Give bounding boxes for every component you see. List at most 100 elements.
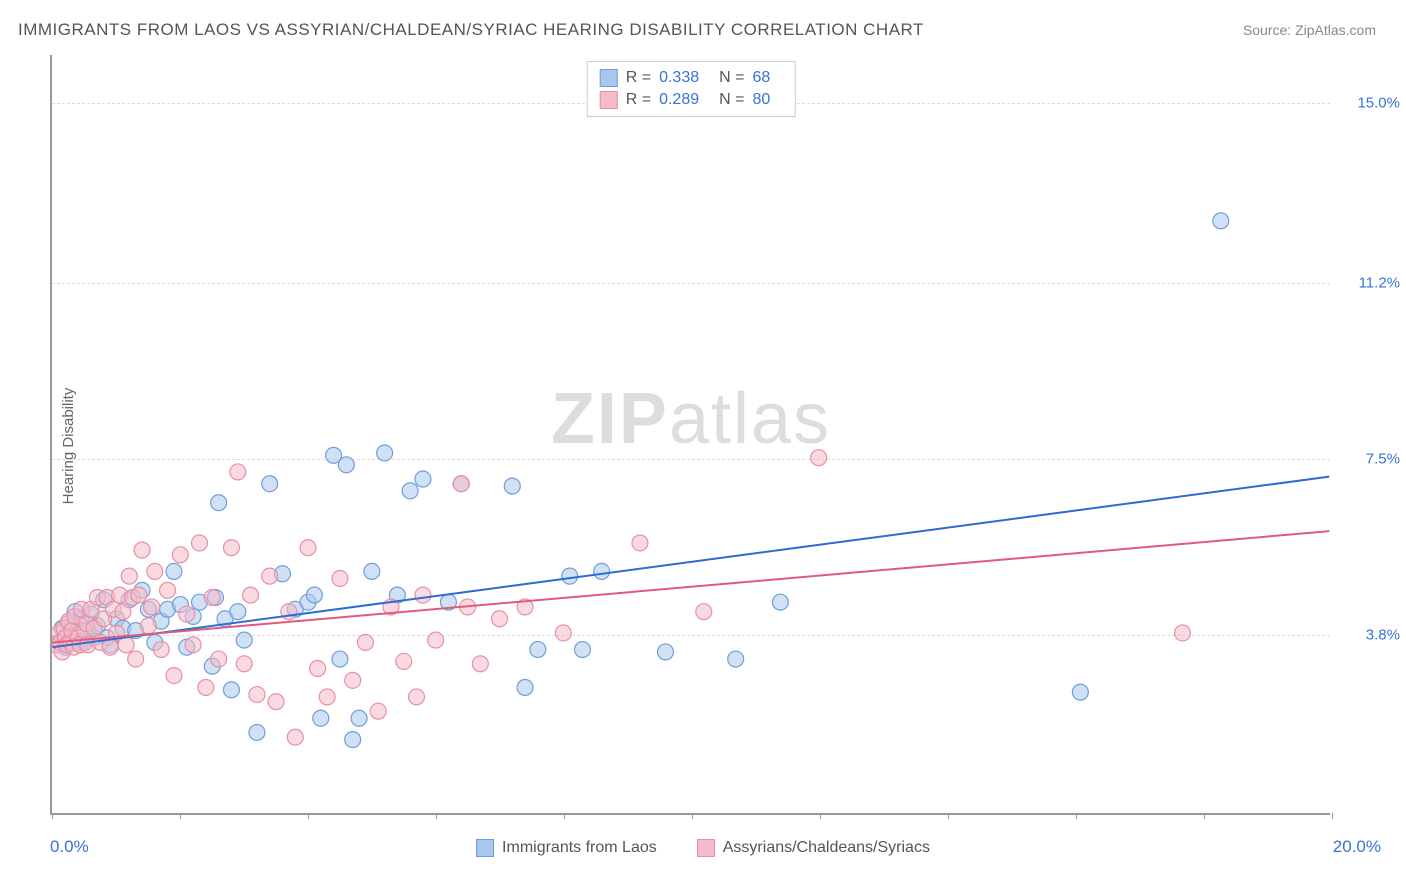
scatter-point: [364, 563, 380, 579]
scatter-point: [300, 540, 316, 556]
scatter-point: [594, 563, 610, 579]
legend-swatch-1: [476, 839, 494, 857]
x-tick: [1076, 813, 1077, 819]
stats-n-label-2: N =: [719, 91, 744, 109]
x-tick: [52, 813, 53, 819]
scatter-point: [517, 679, 533, 695]
plot-area: ZIPatlas R = 0.338 N = 68 R = 0.289 N = …: [50, 55, 1330, 815]
scatter-point: [370, 703, 386, 719]
scatter-point: [249, 687, 265, 703]
scatter-point: [153, 642, 169, 658]
scatter-point: [332, 651, 348, 667]
scatter-point: [345, 672, 361, 688]
source-attribution: Source: ZipAtlas.com: [1243, 22, 1376, 38]
scatter-point: [192, 535, 208, 551]
scatter-point: [262, 476, 278, 492]
scatter-point: [504, 478, 520, 494]
scatter-point: [396, 653, 412, 669]
scatter-point: [172, 547, 188, 563]
y-tick-label: 3.8%: [1366, 626, 1400, 643]
scatter-point: [575, 642, 591, 658]
scatter-point: [310, 661, 326, 677]
x-tick: [948, 813, 949, 819]
scatter-point: [428, 632, 444, 648]
stats-r-value-1: 0.338: [659, 69, 699, 87]
scatter-point: [1072, 684, 1088, 700]
scatter-point: [236, 632, 252, 648]
scatter-point: [223, 540, 239, 556]
scatter-point: [131, 587, 147, 603]
scatter-point: [147, 563, 163, 579]
scatter-point: [223, 682, 239, 698]
scatter-point: [211, 495, 227, 511]
scatter-point: [313, 710, 329, 726]
scatter-point: [287, 729, 303, 745]
scatter-point: [198, 679, 214, 695]
stats-row-series-2: R = 0.289 N = 80: [600, 89, 783, 111]
scatter-point: [472, 656, 488, 672]
legend-item-series-2: Assyrians/Chaldeans/Syriacs: [697, 839, 930, 857]
scatter-point: [230, 464, 246, 480]
scatter-point: [166, 563, 182, 579]
x-axis-min-label: 0.0%: [50, 837, 89, 857]
scatter-point: [211, 651, 227, 667]
scatter-point: [185, 637, 201, 653]
scatter-point: [492, 611, 508, 627]
scatter-point: [1213, 213, 1229, 229]
scatter-point: [319, 689, 335, 705]
swatch-series-2: [600, 91, 618, 109]
legend-label-2: Assyrians/Chaldeans/Syriacs: [723, 839, 930, 857]
scatter-point: [115, 604, 131, 620]
chart-title: IMMIGRANTS FROM LAOS VS ASSYRIAN/CHALDEA…: [18, 20, 924, 40]
stats-n-label-1: N =: [719, 69, 744, 87]
scatter-point: [453, 476, 469, 492]
scatter-point: [268, 694, 284, 710]
scatter-point: [377, 445, 393, 461]
scatter-point: [530, 642, 546, 658]
scatter-point: [632, 535, 648, 551]
y-tick-label: 11.2%: [1359, 275, 1400, 292]
scatter-point: [332, 571, 348, 587]
scatter-point: [140, 618, 156, 634]
stats-box: R = 0.338 N = 68 R = 0.289 N = 80: [587, 61, 796, 117]
scatter-point: [102, 639, 118, 655]
x-tick: [308, 813, 309, 819]
scatter-point: [657, 644, 673, 660]
scatter-point: [811, 450, 827, 466]
scatter-point: [415, 587, 431, 603]
stats-r-value-2: 0.289: [659, 91, 699, 109]
stats-n-value-2: 80: [752, 91, 770, 109]
regression-line: [53, 531, 1330, 642]
x-tick: [180, 813, 181, 819]
x-tick: [1332, 813, 1333, 819]
scatter-point: [555, 625, 571, 641]
stats-r-label-2: R =: [626, 91, 651, 109]
scatter-point: [243, 587, 259, 603]
scatter-point: [351, 710, 367, 726]
scatter-point: [128, 651, 144, 667]
scatter-point: [357, 634, 373, 650]
y-tick-label: 7.5%: [1366, 450, 1400, 467]
scatter-point: [160, 582, 176, 598]
scatter-point: [409, 689, 425, 705]
scatter-point: [236, 656, 252, 672]
stats-row-series-1: R = 0.338 N = 68: [600, 67, 783, 89]
scatter-point: [338, 457, 354, 473]
scatter-point: [179, 606, 195, 622]
scatter-point: [562, 568, 578, 584]
scatter-point: [144, 599, 160, 615]
legend-item-series-1: Immigrants from Laos: [476, 839, 657, 857]
scatter-point: [728, 651, 744, 667]
x-axis-max-label: 20.0%: [1333, 837, 1381, 857]
scatter-point: [415, 471, 431, 487]
x-tick: [436, 813, 437, 819]
legend-label-1: Immigrants from Laos: [502, 839, 657, 857]
swatch-series-1: [600, 69, 618, 87]
legend-swatch-2: [697, 839, 715, 857]
scatter-point: [262, 568, 278, 584]
chart-svg: [52, 55, 1330, 813]
scatter-point: [118, 637, 134, 653]
x-tick: [692, 813, 693, 819]
stats-n-value-1: 68: [752, 69, 770, 87]
scatter-point: [402, 483, 418, 499]
